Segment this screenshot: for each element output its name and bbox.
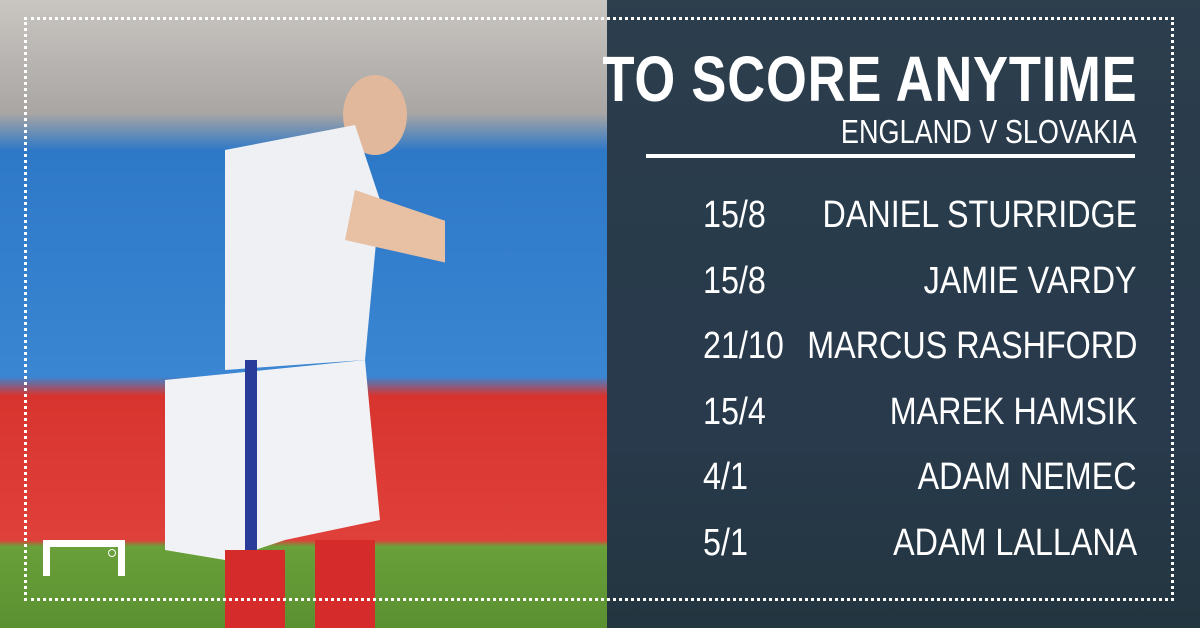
odds-row: 15/4 MAREK HAMSIK <box>703 387 1137 453</box>
odds-row: 4/1 ADAM NEMEC <box>703 452 1137 518</box>
player-name: MAREK HAMSIK <box>889 390 1137 433</box>
player-name: DANIEL STURRIDGE <box>822 194 1137 236</box>
odds-value: 4/1 <box>703 456 748 498</box>
odds-value: 15/8 <box>703 259 766 302</box>
panel-overlay <box>607 0 1200 628</box>
odds-value: 15/8 <box>703 194 766 236</box>
odds-row: 15/8 DANIEL STURRIDGE <box>703 190 1137 256</box>
registered-mark-icon <box>108 549 116 557</box>
divider <box>646 154 1135 158</box>
odds-row: 5/1 ADAM LALLANA <box>703 518 1137 584</box>
player-name: ADAM NEMEC <box>918 456 1137 498</box>
player-name: ADAM LALLANA <box>892 521 1137 564</box>
footballer-illustration <box>165 75 445 628</box>
player-photo <box>0 0 607 628</box>
match-subtitle: ENGLAND V SLOVAKIA <box>841 113 1137 150</box>
odds-list: 15/8 DANIEL STURRIDGE 15/8 JAMIE VARDY 2… <box>703 190 1137 583</box>
odds-row: 15/8 JAMIE VARDY <box>703 256 1137 322</box>
odds-value: 5/1 <box>703 521 748 564</box>
goal-logo-icon <box>43 540 125 576</box>
player-name: JAMIE VARDY <box>924 259 1137 302</box>
odds-value: 15/4 <box>703 390 766 433</box>
odds-panel-background <box>607 0 1200 628</box>
page-title: TO SCORE ANYTIME <box>601 43 1137 115</box>
player-name: MARCUS RASHFORD <box>806 325 1137 367</box>
odds-value: 21/10 <box>703 325 784 367</box>
odds-row: 21/10 MARCUS RASHFORD <box>703 321 1137 387</box>
dotted-frame <box>24 17 1174 601</box>
